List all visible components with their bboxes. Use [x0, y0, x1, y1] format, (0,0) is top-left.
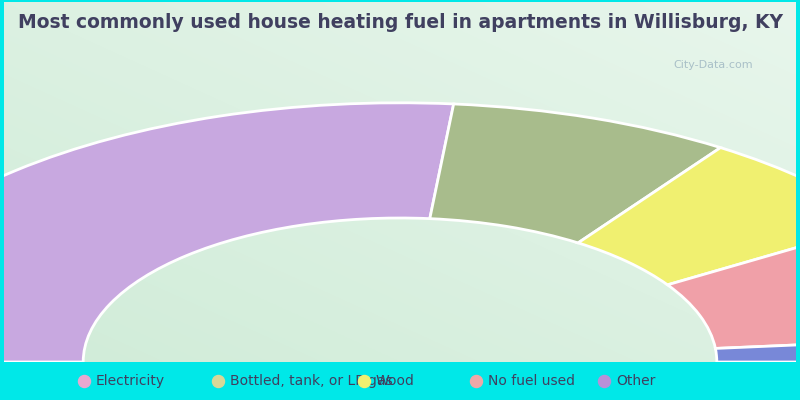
Wedge shape — [715, 338, 800, 362]
Point — [211, 378, 224, 384]
Point — [78, 378, 90, 384]
Wedge shape — [667, 223, 800, 348]
Wedge shape — [578, 148, 800, 285]
Text: Wood: Wood — [376, 374, 415, 388]
Text: Bottled, tank, or LP gas: Bottled, tank, or LP gas — [230, 374, 392, 388]
Text: Other: Other — [616, 374, 655, 388]
Wedge shape — [430, 104, 721, 243]
Wedge shape — [0, 103, 454, 362]
Point — [358, 378, 370, 384]
Text: Electricity: Electricity — [96, 374, 165, 388]
Text: Most commonly used house heating fuel in apartments in Willisburg, KY: Most commonly used house heating fuel in… — [18, 13, 782, 32]
Point — [598, 378, 610, 384]
Text: City-Data.com: City-Data.com — [673, 60, 753, 70]
Point — [470, 378, 482, 384]
Text: No fuel used: No fuel used — [488, 374, 575, 388]
